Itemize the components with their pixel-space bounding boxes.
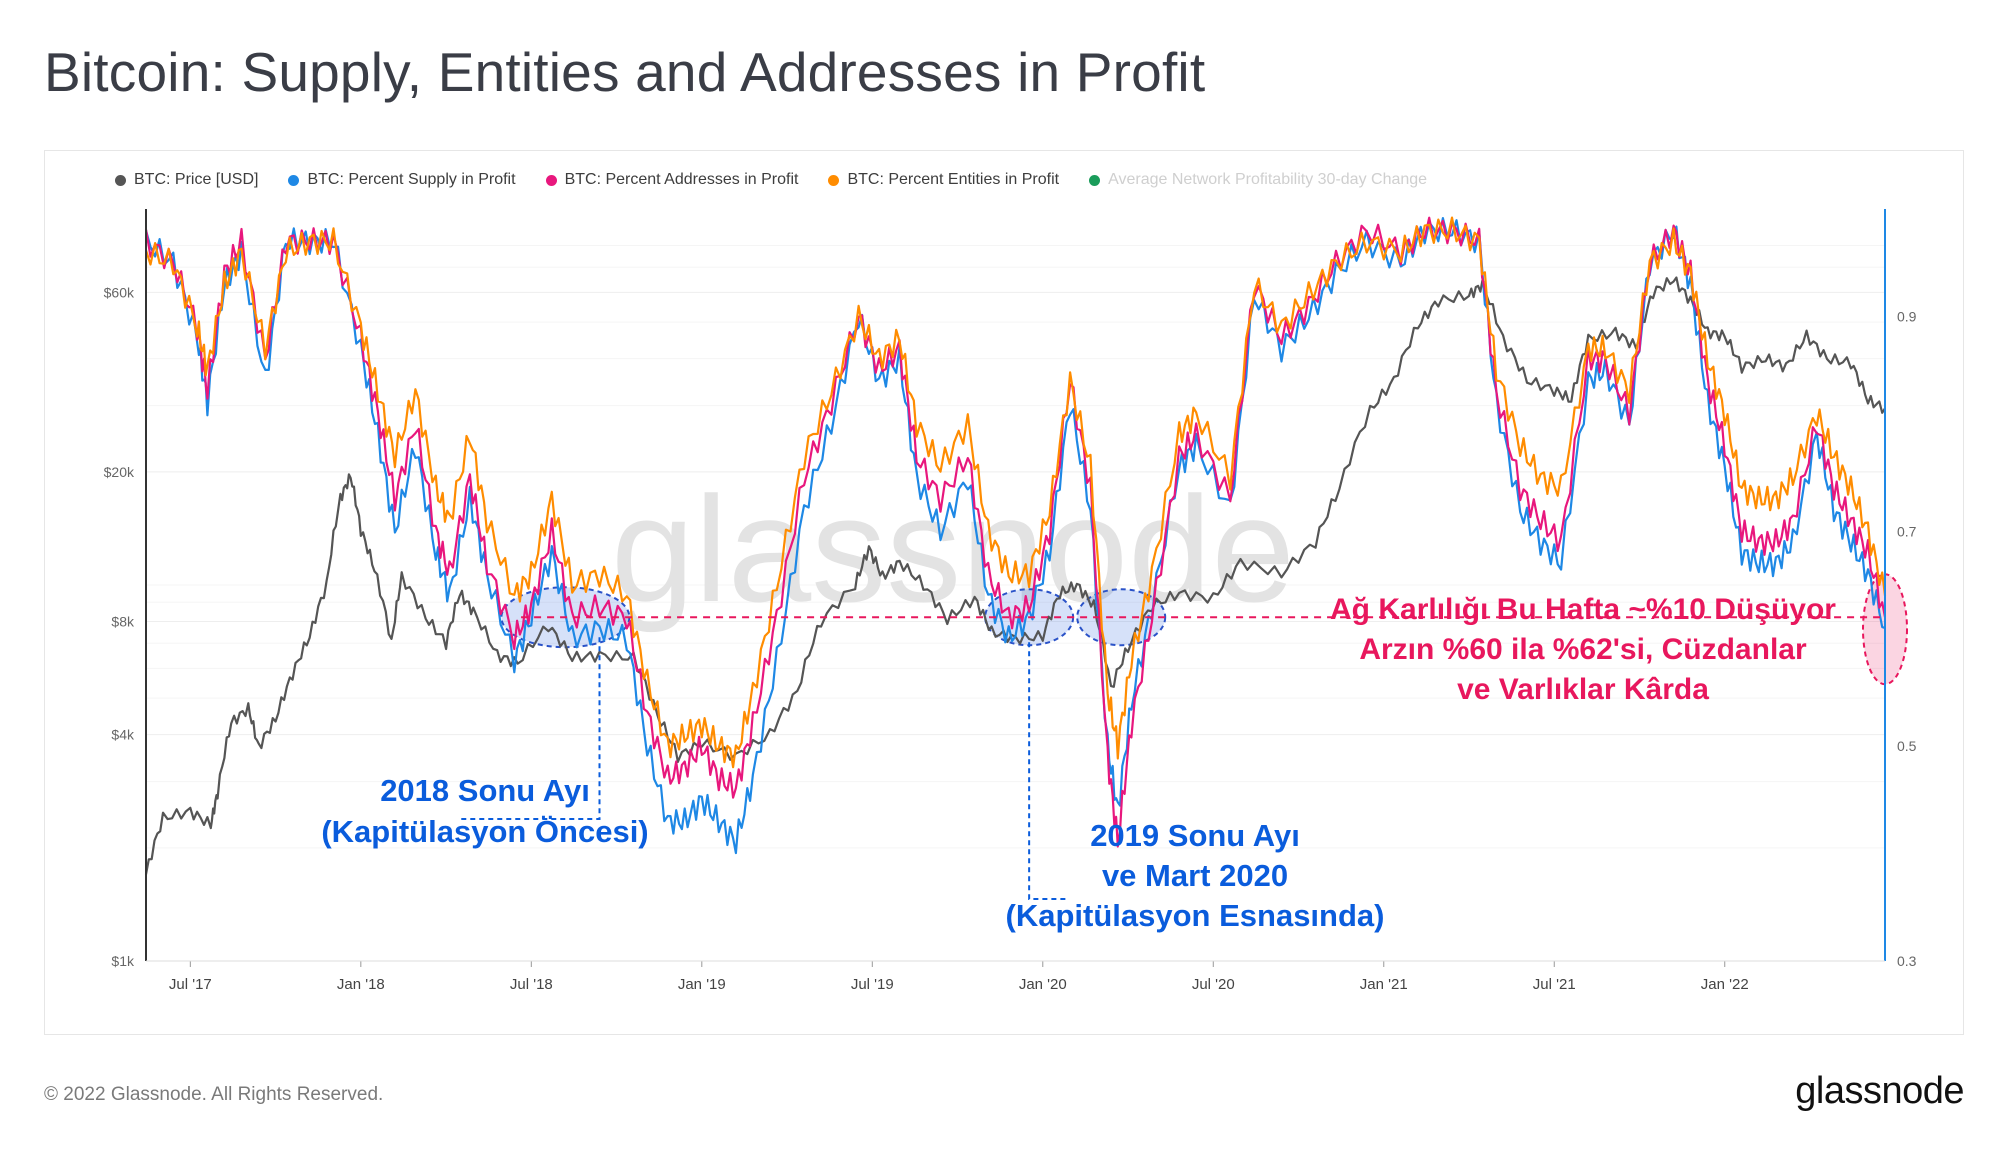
- chart-plot: glassnode $1k $4k $8k $20k $60k 0.3 0.5 0.7 0.9 J…: [104, 209, 1917, 993]
- annotation-this-week: ve Varlıklar Kârda: [1457, 673, 1709, 706]
- series-line-btc-price-usd-: [144, 276, 1886, 875]
- legend-item-addresses[interactable]: BTC: Percent Addresses in Profit: [545, 171, 799, 189]
- annotation-leader: [1028, 642, 1067, 900]
- right-tick-label: 0.7: [1897, 523, 1917, 539]
- glassnode-logo: glassnode: [1795, 1070, 1964, 1112]
- right-tick-label: 0.9: [1897, 308, 1917, 324]
- x-tick-label: Jul '17: [169, 976, 212, 993]
- legend-label: Average Network Profitability 30-day Cha…: [1108, 171, 1428, 188]
- legend-item-price[interactable]: BTC: Price [USD]: [115, 171, 258, 189]
- annotation-leader: [459, 637, 601, 820]
- annotation-late2018: 2018 Sonu Ayı: [380, 773, 590, 808]
- right-tick-label: 0.5: [1897, 738, 1917, 754]
- legend-label: BTC: Percent Supply in Profit: [307, 171, 516, 188]
- left-tick-label: $20k: [104, 464, 135, 480]
- legend-item-entities[interactable]: BTC: Percent Entities in Profit: [828, 171, 1059, 189]
- legend-item-network-profitability[interactable]: Average Network Profitability 30-day Cha…: [1089, 171, 1427, 189]
- left-tick-label: $4k: [111, 727, 135, 743]
- legend-dot-icon: [828, 174, 840, 186]
- right-tick-label: 0.3: [1897, 953, 1917, 969]
- legend-label: BTC: Percent Entities in Profit: [847, 171, 1060, 188]
- left-tick-label: $1k: [111, 953, 135, 969]
- legend-dot-icon: [1089, 174, 1101, 186]
- series-line-btc-percent-entities-in-profit: [144, 216, 1887, 769]
- annotation-this-week: Ağ Karlılığı Bu Hafta ~%10 Düşüyor: [1330, 593, 1836, 626]
- annotation-late2019: (Kapitülasyon Esnasında): [1006, 898, 1385, 933]
- x-tick-label: Jul '19: [851, 976, 894, 993]
- x-tick-label: Jan '20: [1019, 976, 1067, 993]
- x-tick-label: Jan '22: [1701, 976, 1749, 993]
- left-tick-label: $8k: [111, 613, 135, 629]
- chart-card: BTC: Price [USD] BTC: Percent Supply in …: [44, 150, 1964, 1035]
- legend-label: BTC: Price [USD]: [134, 171, 259, 188]
- legend-dot-icon: [115, 174, 126, 186]
- annotation-late2018: (Kapitülasyon Öncesi): [321, 814, 648, 849]
- legend-item-supply[interactable]: BTC: Percent Supply in Profit: [288, 171, 516, 189]
- legend-dot-icon: [288, 174, 300, 186]
- legend-label: BTC: Percent Addresses in Profit: [564, 171, 799, 188]
- x-tick-label: Jul '21: [1533, 976, 1576, 993]
- watermark: glassnode: [611, 465, 1295, 633]
- copyright: © 2022 Glassnode. All Rights Reserved.: [44, 1084, 384, 1105]
- legend: BTC: Price [USD] BTC: Percent Supply in …: [115, 171, 1427, 189]
- x-tick-label: Jan '18: [337, 976, 385, 993]
- annotation-this-week: Arzın %60 ila %62'si, Cüzdanlar: [1359, 633, 1807, 666]
- series-line-btc-percent-addresses-in-profit: [144, 216, 1887, 848]
- legend-dot-icon: [545, 174, 557, 186]
- left-tick-label: $60k: [104, 284, 135, 300]
- x-tick-label: Jul '20: [1192, 976, 1235, 993]
- page-title: Bitcoin: Supply, Entities and Addresses …: [44, 41, 1206, 103]
- x-tick-label: Jan '21: [1360, 976, 1408, 993]
- x-tick-label: Jul '18: [510, 976, 553, 993]
- annotation-late2019: 2019 Sonu Ayı: [1090, 818, 1300, 853]
- x-tick-label: Jan '19: [678, 976, 726, 993]
- annotation-late2019: ve Mart 2020: [1102, 858, 1288, 893]
